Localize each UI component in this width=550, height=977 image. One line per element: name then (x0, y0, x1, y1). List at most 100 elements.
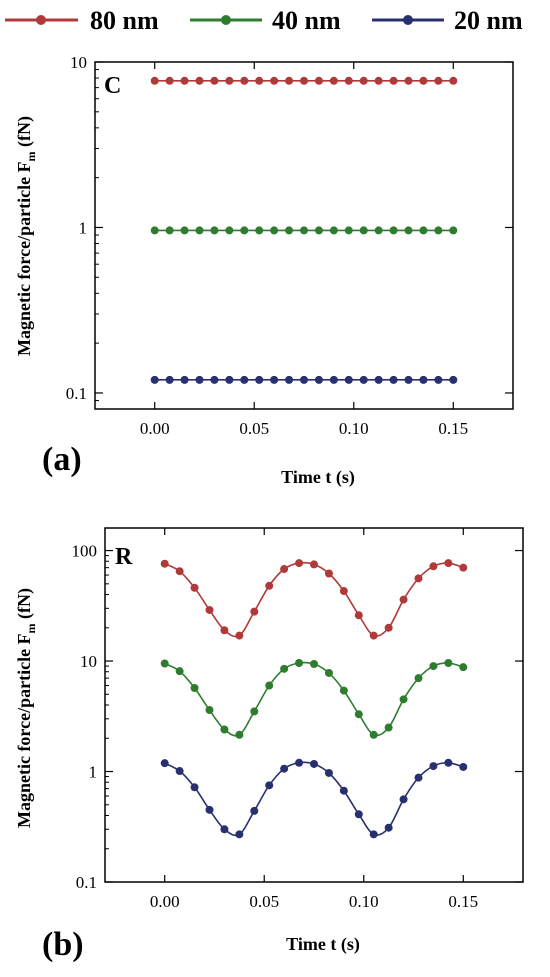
panel-a-point-80nm (210, 76, 219, 85)
panel-b-point-40nm (414, 674, 423, 683)
panel-b-point-80nm (220, 626, 229, 635)
panel-b-point-40nm (295, 658, 304, 667)
legend: 80 nm 40 nm 20 nm (5, 6, 523, 35)
panel-b-ylabel: Magnetic force/particle Fm (fN) (14, 588, 38, 828)
panel-a-point-80nm (344, 76, 353, 85)
panel-b-point-20nm (160, 759, 169, 768)
legend-marker-80nm (36, 15, 46, 25)
panel-a-point-40nm (255, 226, 264, 235)
panel-b-point-40nm (205, 706, 214, 715)
panel-b-point-40nm (384, 723, 393, 732)
legend-item-80nm: 80 nm (5, 6, 159, 35)
panel-a-series (150, 76, 458, 384)
panel-b-point-20nm (220, 825, 229, 834)
panel-a-point-40nm (314, 226, 323, 235)
panel-a-point-40nm (180, 226, 189, 235)
panel-a-point-40nm (329, 226, 338, 235)
panel-a-point-20nm (300, 375, 308, 384)
panel-a-ylabel-sub: m (24, 151, 38, 161)
panel-a-point-40nm (434, 226, 443, 235)
panel-a-letter: C (104, 73, 121, 99)
panel-a-ylabel: Magnetic force/particle Fm (fN) (14, 116, 38, 356)
panel-b-series-line-20nm (164, 761, 464, 837)
panel-b-point-40nm (190, 684, 199, 693)
panel-b-point-20nm (295, 758, 304, 767)
panel-a-point-80nm (419, 76, 428, 85)
panel-a-point-80nm (225, 76, 234, 85)
panel-b-xtick-label: 0.15 (448, 892, 478, 911)
panel-b-point-20nm (414, 773, 423, 782)
panel-a-point-20nm (240, 375, 249, 384)
panel-a-point-80nm (449, 76, 458, 85)
panel-b-ytick-label: 0.1 (76, 873, 97, 892)
panel-b-point-80nm (265, 581, 274, 590)
panel-a-point-80nm (329, 76, 338, 85)
panel-b-point-20nm (280, 764, 289, 773)
panel-b-point-80nm (160, 559, 169, 568)
panel-a-point-40nm (374, 226, 383, 235)
panel-a-xtick-label: 0.00 (140, 419, 170, 438)
panel-b-point-80nm (190, 583, 199, 592)
panel-a-point-20nm (389, 375, 398, 384)
panel-a-point-40nm (240, 226, 249, 235)
panel-b-point-80nm (429, 562, 438, 571)
panel-a-xtick-label: 0.15 (438, 419, 468, 438)
panel-a-ytick-label: 1 (79, 218, 88, 237)
legend-marker-20nm (403, 15, 413, 25)
panel-a-point-20nm (270, 375, 279, 384)
panel-b-point-20nm (339, 786, 348, 795)
panel-a-point-80nm (404, 76, 413, 85)
panel-a-point-20nm (210, 375, 219, 384)
panel-b-point-40nm (339, 686, 348, 695)
panel-a-point-80nm (434, 76, 443, 85)
panel-b-point-40nm (429, 662, 438, 671)
panel-b-point-80nm (235, 631, 244, 640)
panel-a-point-80nm (180, 76, 189, 85)
panel-b-point-80nm (280, 565, 289, 574)
panel-a-point-20nm (434, 375, 443, 384)
panel-b-point-20nm (459, 762, 468, 771)
panel-b-point-40nm (369, 730, 378, 739)
panel-b-point-80nm (399, 595, 408, 604)
panel-a-point-80nm (359, 76, 368, 85)
panel-b-series-line-80nm (164, 561, 464, 638)
panel-a-point-20nm (374, 375, 383, 384)
panel-b-point-20nm (250, 806, 259, 815)
panel-a-ylabel-unit: (fN) (14, 116, 35, 151)
panel-a-point-20nm (285, 375, 294, 384)
panel-a-point-80nm (389, 76, 398, 85)
panel-a-point-80nm (285, 76, 294, 85)
panel-a-point-20nm (449, 375, 458, 384)
panel-b-ylabel-main: Magnetic force/particle F (14, 633, 34, 828)
legend-label-80nm: 80 nm (90, 6, 159, 35)
panel-a-ytick-label: 0.1 (66, 384, 87, 403)
panel-a-point-40nm (389, 226, 398, 235)
panel-b-point-40nm (265, 681, 274, 690)
panel-a-point-40nm (210, 226, 219, 235)
panel-a-point-80nm (255, 76, 264, 85)
panel-a-xtick-label: 0.10 (339, 419, 369, 438)
panel-a-point-20nm (165, 375, 174, 384)
panel-b-ytick-label: 1 (89, 763, 98, 782)
panel-b-xtick-label: 0.00 (150, 892, 180, 911)
panel-b-point-20nm (310, 759, 318, 768)
legend-item-20nm: 20 nm (372, 6, 523, 35)
panel-b-point-20nm (324, 768, 333, 777)
panel-a-point-40nm (404, 226, 413, 235)
panel-a-ylabel-main: Magnetic force/particle F (14, 161, 34, 356)
panel-b-point-80nm (324, 569, 333, 578)
panel-a-point-40nm (300, 226, 308, 235)
panel-a-point-20nm (180, 375, 189, 384)
panel-b-point-40nm (175, 667, 184, 676)
panel-b-point-40nm (220, 725, 229, 734)
panel-a-point-40nm (449, 226, 458, 235)
panel-a-point-40nm (165, 226, 174, 235)
panel-a-xlabel: Time t (s) (281, 467, 355, 488)
panel-a-point-20nm (329, 375, 338, 384)
panel-a-point-80nm (314, 76, 323, 85)
panel-b-point-20nm (205, 805, 214, 814)
panel-b-point-80nm (459, 563, 468, 572)
panel-b-point-80nm (205, 605, 214, 614)
panel-a-chart: 0.00 0.05 0.10 0.15 0.1 1 10 C Time t (s) Magn… (14, 53, 514, 488)
